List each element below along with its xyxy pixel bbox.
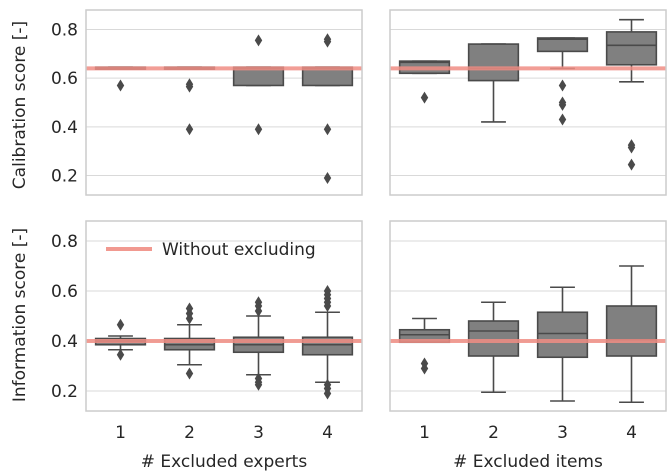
xtick-label: 3 xyxy=(253,423,264,443)
outlier-marker xyxy=(254,123,263,136)
ytick-label: 0.4 xyxy=(51,332,78,352)
box-4 xyxy=(605,18,658,171)
xtick-label: 1 xyxy=(115,423,126,443)
outlier-marker xyxy=(558,79,567,92)
outlier-marker xyxy=(323,33,332,46)
xtick-label: 3 xyxy=(557,423,568,443)
outlier-marker xyxy=(254,305,263,317)
axes-frame xyxy=(389,9,667,196)
box-2 xyxy=(163,302,216,380)
ylabel-bottom: Information score [-] xyxy=(10,228,30,402)
box-4 xyxy=(301,33,354,184)
outlier-marker xyxy=(116,348,125,361)
outlier-marker xyxy=(558,113,567,126)
ytick-label: 0.2 xyxy=(51,167,78,187)
outlier-marker xyxy=(185,312,194,325)
ytick-label: 0.4 xyxy=(51,118,78,138)
outlier-marker xyxy=(627,141,636,154)
box-4 xyxy=(301,285,354,400)
outlier-marker xyxy=(185,123,194,136)
ytick-label: 0.8 xyxy=(51,232,78,252)
axes-frame xyxy=(389,220,667,412)
xtick-label: 4 xyxy=(322,423,333,443)
outlier-marker xyxy=(420,91,429,104)
box-body xyxy=(605,31,658,66)
panel-bottom-left: 0.2 0.4 0.6 0.8 1 2 3 4 xyxy=(51,220,363,443)
outlier-marker xyxy=(558,98,567,111)
outlier-marker xyxy=(420,362,429,375)
box-1 xyxy=(398,317,451,375)
ytick-label: 0.2 xyxy=(51,382,78,402)
box-body xyxy=(605,305,658,357)
outlier-marker xyxy=(254,34,263,47)
box-body xyxy=(536,37,589,53)
box-2 xyxy=(467,43,520,123)
box-3 xyxy=(536,37,589,126)
box-3 xyxy=(536,286,589,402)
box-2 xyxy=(163,66,216,136)
outlier-marker xyxy=(185,367,194,380)
xtick-label: 4 xyxy=(626,423,637,443)
axes-frame xyxy=(85,220,363,412)
box-3 xyxy=(232,296,285,391)
xtick-label: 2 xyxy=(488,423,499,443)
outlier-marker xyxy=(116,79,125,92)
box-1 xyxy=(94,66,147,92)
ytick-label: 0.6 xyxy=(51,69,78,89)
panel-bottom-right: 1 2 3 4 xyxy=(389,220,667,443)
outlier-marker xyxy=(323,387,332,400)
box-body xyxy=(467,320,520,357)
ytick-label: 0.6 xyxy=(51,282,78,302)
outlier-marker xyxy=(185,78,194,91)
outlier-marker xyxy=(627,158,636,171)
box-body xyxy=(467,43,520,82)
xtick-label: 1 xyxy=(419,423,430,443)
outlier-marker xyxy=(323,171,332,184)
panel-top-left: 0.2 0.4 0.6 0.8 xyxy=(51,9,363,196)
xlabel-right: # Excluded items xyxy=(453,452,603,472)
box-4 xyxy=(605,265,658,404)
box-2 xyxy=(467,301,520,394)
box-body xyxy=(536,311,589,359)
outlier-marker xyxy=(116,318,125,331)
axes-frame xyxy=(85,9,363,196)
subplot-grid: 0.2 0.4 0.6 0.8 0.2 0.4 0.6 0.8 1 2 3 4 1 2 3 4 xyxy=(51,9,667,443)
xtick-label: 2 xyxy=(184,423,195,443)
outlier-marker xyxy=(323,300,332,312)
legend: Without excluding xyxy=(106,240,316,260)
panel-top-right xyxy=(389,9,667,196)
ylabel-top: Calibration score [-] xyxy=(10,21,30,189)
legend-label: Without excluding xyxy=(162,240,316,260)
xlabel-left: # Excluded experts xyxy=(141,452,308,472)
ytick-label: 0.8 xyxy=(51,20,78,40)
outlier-marker xyxy=(323,123,332,136)
outlier-marker xyxy=(254,378,263,391)
box-3 xyxy=(232,34,285,136)
